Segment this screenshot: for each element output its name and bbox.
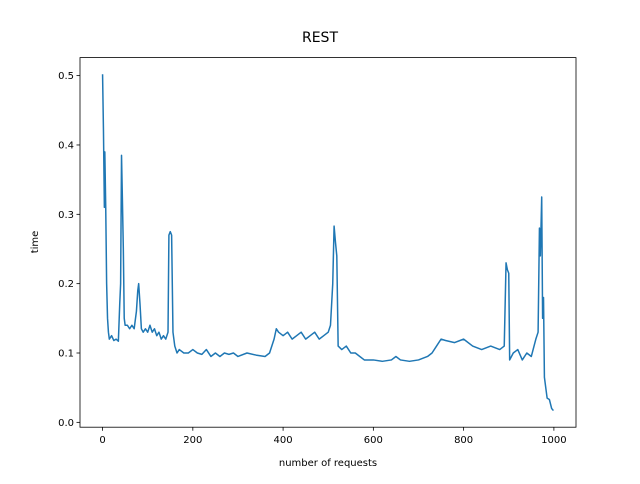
- x-tick-label: 800: [454, 435, 473, 446]
- y-tick-label: 0.5: [58, 71, 74, 82]
- x-tick-label: 400: [274, 435, 293, 446]
- x-tick-label: 600: [364, 435, 383, 446]
- y-tick-label: 0.4: [58, 140, 74, 151]
- y-tick-label: 0.1: [58, 349, 74, 360]
- x-tick-label: 200: [183, 435, 202, 446]
- chart-title: REST: [302, 30, 338, 46]
- line-series: [101, 74, 554, 412]
- plot-frame: [79, 57, 577, 428]
- x-axis-label: number of requests: [279, 458, 377, 469]
- x-tick-label: 0: [99, 435, 105, 446]
- y-tick-label: 0.3: [58, 210, 74, 221]
- y-axis-label: time: [30, 231, 41, 254]
- y-tick-label: 0.2: [58, 279, 74, 290]
- x-tick-label: 1000: [541, 435, 566, 446]
- y-tick-label: 0.0: [58, 418, 74, 429]
